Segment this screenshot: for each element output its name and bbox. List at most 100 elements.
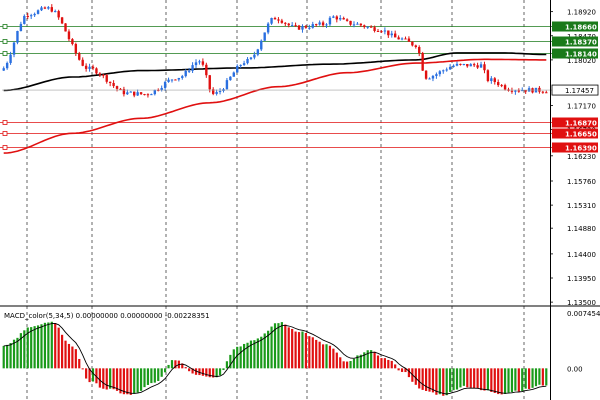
candle-body-19 — [67, 31, 71, 40]
candle-body-105 — [363, 25, 366, 28]
macd-bar-41 — [143, 368, 146, 388]
candle-body-129 — [445, 69, 448, 71]
macd-bar-130 — [449, 368, 452, 393]
macd-bar-151 — [521, 368, 524, 391]
candle-body-106 — [366, 26, 369, 28]
candle-body-110 — [380, 31, 383, 33]
macd-bar-157 — [541, 368, 544, 386]
candle-body-111 — [383, 30, 387, 32]
price-tick-8: 1.14880 — [567, 225, 596, 233]
macd-bar-39 — [136, 368, 139, 393]
candle-body-80 — [277, 19, 280, 21]
candle-body-139 — [479, 64, 483, 68]
candle-body-146 — [503, 85, 507, 90]
candle-body-31 — [108, 81, 112, 83]
macd-tick-0: 0.0074547 — [567, 310, 600, 318]
candle-body-116 — [400, 38, 404, 40]
candle-body-128 — [442, 70, 445, 72]
macd-bar-132 — [455, 368, 459, 390]
candle-body-96 — [332, 16, 335, 18]
macd-bar-16 — [57, 327, 60, 369]
candle-body-148 — [510, 90, 514, 92]
candle-body-119 — [411, 41, 414, 46]
macd-bar-2 — [9, 343, 12, 369]
macd-bar-61 — [212, 368, 215, 378]
candle-body-56 — [194, 62, 198, 66]
macd-bar-0 — [2, 345, 5, 369]
macd-bar-93 — [321, 344, 325, 369]
level-marker-0 — [2, 24, 8, 29]
candle-body-10 — [36, 10, 40, 14]
macd-bar-70 — [242, 343, 246, 369]
macd-bar-82 — [284, 324, 287, 369]
level-marker-5 — [2, 145, 8, 150]
macd-bar-103 — [356, 355, 359, 369]
level-label-5: 1.16390 — [565, 145, 597, 153]
macd-bar-21 — [74, 349, 77, 369]
macd-bar-48 — [167, 364, 170, 369]
macd-bar-96 — [332, 348, 335, 369]
candle-body-18 — [64, 23, 67, 32]
macd-bar-72 — [249, 340, 253, 369]
candle-body-70 — [242, 63, 246, 65]
candle-body-32 — [112, 82, 115, 87]
macd-bar-8 — [30, 327, 33, 369]
macd-bar-58 — [201, 368, 204, 376]
macd-bar-141 — [486, 368, 490, 391]
macd-bar-27 — [95, 368, 98, 384]
candle-body-60 — [208, 75, 211, 90]
macd-bar-53 — [184, 367, 187, 369]
candle-body-0 — [2, 68, 5, 71]
candle-body-97 — [335, 16, 339, 20]
macd-bar-80 — [277, 323, 280, 369]
macd-bar-92 — [318, 341, 321, 369]
level-marker-4 — [2, 131, 8, 136]
candle-body-66 — [229, 76, 232, 81]
candle-body-117 — [404, 38, 407, 40]
macd-bar-34 — [119, 368, 122, 394]
candle-body-28 — [98, 73, 102, 75]
candlesticks — [2, 4, 548, 98]
macd-bar-66 — [229, 354, 232, 369]
macd-bar-156 — [538, 368, 541, 385]
candle-body-57 — [198, 61, 201, 63]
candle-body-132 — [455, 63, 459, 66]
candle-body-63 — [218, 90, 222, 93]
candle-body-34 — [119, 88, 122, 90]
macd-bar-57 — [198, 368, 201, 376]
candle-body-99 — [342, 18, 345, 20]
candle-body-102 — [352, 24, 356, 26]
candle-body-145 — [500, 85, 503, 87]
macd-bar-17 — [60, 334, 64, 369]
macd-bar-104 — [359, 354, 362, 369]
macd-bar-129 — [445, 368, 448, 396]
macd-bar-35 — [122, 368, 126, 395]
candle-body-16 — [57, 11, 60, 18]
level-label-1: 1.18370 — [565, 39, 597, 47]
candle-body-82 — [284, 22, 287, 24]
candle-body-35 — [122, 89, 126, 95]
candle-body-47 — [163, 81, 167, 88]
candle-body-143 — [493, 78, 496, 83]
candle-body-86 — [297, 25, 301, 30]
candle-body-127 — [438, 71, 442, 75]
candle-body-140 — [483, 64, 486, 71]
candle-body-126 — [435, 74, 438, 76]
level-label-box-3 — [552, 117, 598, 128]
candle-body-45 — [157, 89, 160, 91]
candle-body-72 — [249, 57, 253, 59]
macd-bar-88 — [304, 332, 308, 369]
macd-bar-74 — [256, 338, 259, 369]
macd-label: MACD_color(5,34,5) 0.00000000 0.00000000… — [4, 312, 210, 320]
candle-body-90 — [311, 24, 314, 28]
candle-body-12 — [43, 7, 47, 9]
candle-body-76 — [263, 32, 266, 41]
macd-bar-54 — [188, 368, 191, 372]
candle-body-44 — [153, 89, 157, 95]
macd-bar-118 — [407, 368, 411, 378]
macd-bar-87 — [301, 331, 304, 369]
macd-bar-148 — [510, 368, 514, 393]
macd-bar-152 — [524, 368, 527, 389]
candle-body-59 — [205, 64, 208, 76]
macd-bar-50 — [174, 360, 177, 369]
